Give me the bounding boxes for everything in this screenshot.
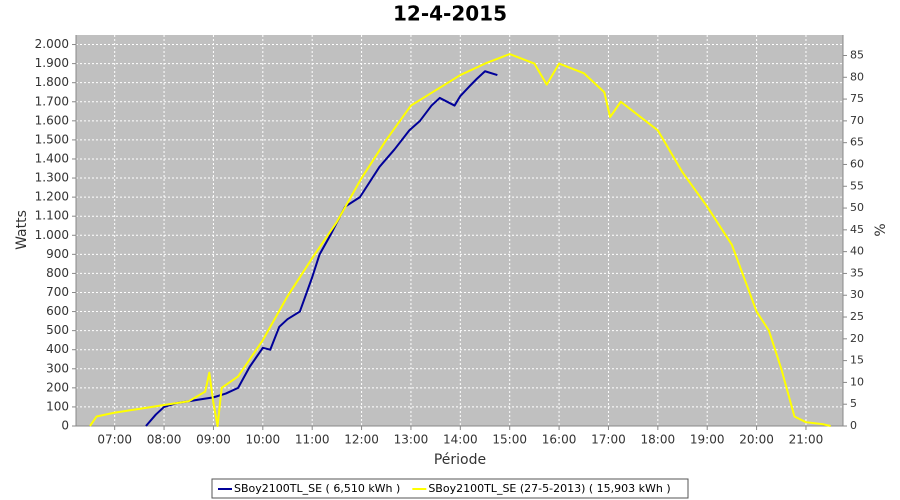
y-tick-label: 1.400 bbox=[35, 151, 69, 165]
x-tick-label: 11:00 bbox=[295, 433, 330, 447]
y-tick-label: 300 bbox=[46, 361, 69, 375]
y-tick-label: 1.000 bbox=[35, 228, 69, 242]
y-tick-label: 0 bbox=[61, 419, 69, 433]
x-tick-label: 17:00 bbox=[591, 433, 626, 447]
x-tick-label: 14:00 bbox=[443, 433, 478, 447]
x-tick-label: 12:00 bbox=[344, 433, 379, 447]
x-tick-label: 19:00 bbox=[690, 433, 725, 447]
y2-tick-label: 0 bbox=[850, 419, 857, 432]
y2-tick-label: 30 bbox=[850, 288, 864, 301]
y-tick-label: 1.100 bbox=[35, 209, 69, 223]
y-axis-title: Watts bbox=[14, 210, 30, 250]
x-tick-label: 10:00 bbox=[246, 433, 281, 447]
y2-tick-label: 45 bbox=[850, 223, 864, 236]
series-line bbox=[145, 70, 498, 427]
x-tick-label: 07:00 bbox=[97, 433, 132, 447]
legend-label: SBoy2100TL_SE ( 6,510 kWh ) bbox=[234, 482, 400, 495]
y-tick-label: 600 bbox=[46, 304, 69, 318]
y2-tick-label: 35 bbox=[850, 266, 864, 279]
y-tick-label: 1.700 bbox=[35, 94, 69, 108]
y2-tick-label: 85 bbox=[850, 48, 864, 61]
y-tick-label: 1.900 bbox=[35, 56, 69, 70]
y-tick-label: 1.800 bbox=[35, 75, 69, 89]
y-tick-label: 100 bbox=[46, 399, 69, 413]
y2-tick-label: 80 bbox=[850, 70, 864, 83]
legend-label: SBoy2100TL_SE (27-5-2013) ( 15,903 kWh ) bbox=[428, 482, 670, 495]
x-axis-title: Période bbox=[434, 452, 486, 468]
y-tick-label: 2.000 bbox=[35, 37, 69, 51]
y-tick-label: 700 bbox=[46, 285, 69, 299]
chart-title: 12-4-2015 bbox=[393, 2, 507, 26]
y2-tick-label: 40 bbox=[850, 245, 864, 258]
x-tick-label: 16:00 bbox=[542, 433, 577, 447]
x-tick-label: 15:00 bbox=[492, 433, 527, 447]
y2-tick-label: 75 bbox=[850, 92, 864, 105]
y2-tick-label: 65 bbox=[850, 136, 864, 149]
y2-tick-label: 60 bbox=[850, 157, 864, 170]
y-tick-label: 1.300 bbox=[35, 171, 69, 185]
y2-axis-title: % bbox=[873, 223, 889, 236]
y-tick-label: 800 bbox=[46, 266, 69, 280]
y2-tick-label: 55 bbox=[850, 179, 864, 192]
x-tick-label: 18:00 bbox=[641, 433, 676, 447]
y2-tick-label: 15 bbox=[850, 354, 864, 367]
y-tick-label: 900 bbox=[46, 247, 69, 261]
y2-tick-label: 25 bbox=[850, 310, 864, 323]
x-tick-label: 21:00 bbox=[789, 433, 824, 447]
x-tick-label: 20:00 bbox=[739, 433, 774, 447]
series-line bbox=[89, 53, 831, 427]
y-tick-label: 400 bbox=[46, 342, 69, 356]
y2-tick-label: 70 bbox=[850, 114, 864, 127]
y2-tick-label: 20 bbox=[850, 332, 864, 345]
x-tick-label: 08:00 bbox=[147, 433, 182, 447]
y-tick-label: 1.200 bbox=[35, 190, 69, 204]
x-tick-label: 13:00 bbox=[394, 433, 429, 447]
y-tick-label: 200 bbox=[46, 380, 69, 394]
x-tick-label: 09:00 bbox=[196, 433, 231, 447]
y-tick-label: 1.600 bbox=[35, 113, 69, 127]
y2-tick-label: 10 bbox=[850, 375, 864, 388]
legend bbox=[211, 478, 689, 499]
y2-tick-label: 5 bbox=[850, 397, 857, 410]
plot-area bbox=[76, 35, 843, 426]
y2-tick-label: 50 bbox=[850, 201, 864, 214]
y-tick-label: 500 bbox=[46, 323, 69, 337]
y-tick-label: 1.500 bbox=[35, 132, 69, 146]
